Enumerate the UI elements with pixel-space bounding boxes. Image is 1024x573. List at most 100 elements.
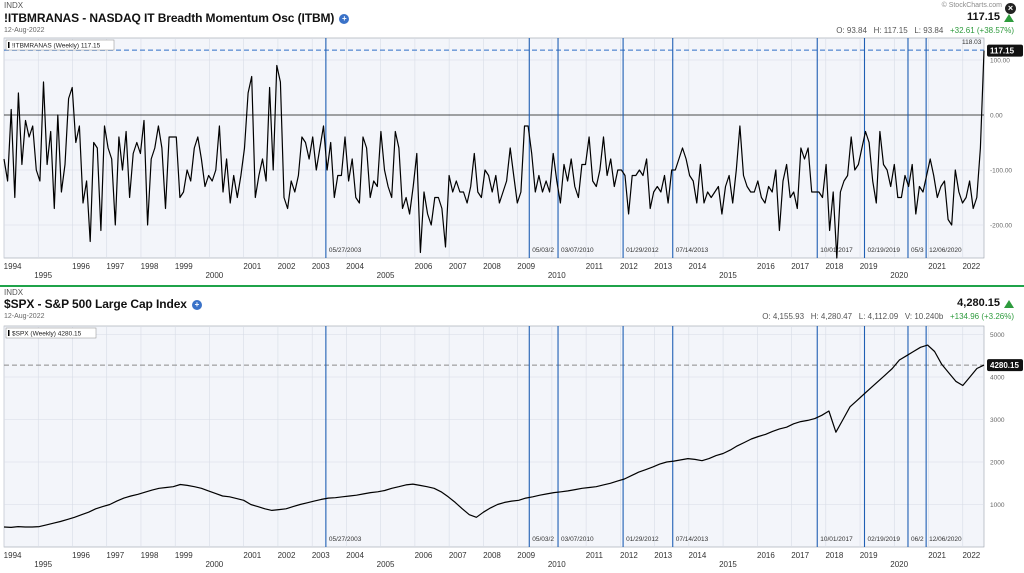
x-tick-label: 2014 bbox=[689, 551, 707, 560]
event-label: 05/27/2003 bbox=[329, 536, 362, 543]
y-tick-label: 0.00 bbox=[990, 113, 1003, 120]
bottom-change: +134.96 (+3.26%) bbox=[949, 312, 1014, 321]
x-tick-label: 1997 bbox=[106, 551, 124, 560]
x-tick-label: 2003 bbox=[312, 551, 330, 560]
bottom-title-text: $SPX - S&P 500 Large Cap Index bbox=[4, 297, 187, 311]
x-tick-label: 2000 bbox=[205, 560, 223, 569]
info-icon[interactable]: + bbox=[191, 300, 202, 310]
y-tick-label: 4000 bbox=[990, 375, 1005, 382]
x-tick-label: 1995 bbox=[34, 271, 52, 280]
x-tick-label: 2019 bbox=[860, 551, 878, 560]
event-label: 07/14/2013 bbox=[676, 247, 709, 254]
itbm-chart: 100.00 0.00 -100.00 -200.00 05/27/2003 05/03/… bbox=[3, 37, 1023, 280]
x-tick-label: 2001 bbox=[243, 262, 261, 271]
event-label: 05/03/2 bbox=[532, 536, 554, 543]
top-low: L: 93.84 bbox=[914, 26, 944, 35]
x-tick-label: 1997 bbox=[106, 262, 124, 271]
y-tick-label: 3000 bbox=[990, 417, 1005, 424]
x-tick-label: 2018 bbox=[825, 262, 843, 271]
x-tick-label: 2008 bbox=[483, 551, 501, 560]
x-tick-label: 2018 bbox=[825, 551, 843, 560]
x-tick-label: 1999 bbox=[175, 551, 193, 560]
panel-divider bbox=[0, 285, 1024, 287]
x-tick-label: 2004 bbox=[346, 551, 364, 560]
x-tick-label: 2006 bbox=[415, 262, 433, 271]
y-tick-label: 1000 bbox=[990, 502, 1005, 509]
last-value-tag bbox=[987, 44, 1023, 57]
event-label: 12/06/2020 bbox=[929, 536, 962, 543]
x-tick-label: 2012 bbox=[620, 262, 638, 271]
top-last-value: 117.15 bbox=[966, 11, 1000, 23]
x-tick-label: 1998 bbox=[141, 262, 159, 271]
x-tick-label: 2021 bbox=[928, 262, 946, 271]
top-change: +32.61 (+38.57%) bbox=[949, 26, 1014, 35]
y-tick-label: -100.00 bbox=[990, 168, 1012, 175]
event-label: 05/27/2003 bbox=[329, 247, 362, 254]
itbm-panel-header: INDX !ITBMRANAS - NASDAQ IT Breadth Mome… bbox=[0, 0, 1024, 36]
x-tick-label: 1994 bbox=[4, 551, 22, 560]
x-tick-label: 2000 bbox=[205, 271, 223, 280]
top-ohlc: O: 93.84 H: 117.15 L: 93.84 +32.61 (+38.… bbox=[836, 26, 1014, 35]
x-tick-label: 2009 bbox=[517, 262, 535, 271]
event-label: 05/03/2 bbox=[532, 247, 554, 254]
y-tick-label: 2000 bbox=[990, 460, 1005, 467]
legend-swatch bbox=[8, 42, 10, 48]
x-tick-label: 2008 bbox=[483, 262, 501, 271]
bottom-last-value: 4,280.15 bbox=[957, 297, 1000, 309]
x-tick-label: 2015 bbox=[719, 560, 737, 569]
event-label: 03/07/2010 bbox=[561, 247, 594, 254]
x-tick-label: 1996 bbox=[72, 551, 90, 560]
last-value-tag-text: 4280.15 bbox=[990, 361, 1019, 370]
bottom-volume: V: 10.240b bbox=[904, 312, 944, 321]
x-tick-label: 2002 bbox=[278, 262, 296, 271]
x-tick-label: 2017 bbox=[791, 262, 809, 271]
close-icon[interactable]: × bbox=[1005, 3, 1016, 14]
legend-text: !ITBMRANAS (Weekly) 117.15 bbox=[12, 43, 101, 50]
x-tick-label: 2012 bbox=[620, 551, 638, 560]
x-tick-label: 2020 bbox=[890, 560, 908, 569]
x-tick-label: 2006 bbox=[415, 551, 433, 560]
x-tick-label: 1998 bbox=[141, 551, 159, 560]
x-tick-label: 2011 bbox=[586, 551, 604, 560]
x-tick-label: 2020 bbox=[890, 271, 908, 280]
legend-swatch bbox=[8, 330, 10, 336]
x-tick-label: 2015 bbox=[719, 271, 737, 280]
x-tick-label: 2019 bbox=[860, 262, 878, 271]
x-tick-label: 1996 bbox=[72, 262, 90, 271]
plot-area bbox=[3, 325, 985, 548]
top-open: O: 93.84 bbox=[836, 26, 867, 35]
up-arrow-icon bbox=[1004, 300, 1014, 308]
x-tick-label: 1999 bbox=[175, 262, 193, 271]
legend-text: $SPX (Weekly) 4280.15 bbox=[12, 331, 82, 338]
top-high: H: 117.15 bbox=[873, 26, 908, 35]
x-tick-label: 2001 bbox=[243, 551, 261, 560]
bottom-exchange: INDX bbox=[4, 288, 24, 297]
bottom-date: 12-Aug-2022 bbox=[4, 313, 45, 320]
x-tick-label: 2011 bbox=[586, 262, 604, 271]
x-tick-label: 1994 bbox=[4, 262, 22, 271]
bottom-high: H: 4,280.47 bbox=[810, 312, 853, 321]
x-tick-label: 2003 bbox=[312, 262, 330, 271]
x-tick-label: 2009 bbox=[517, 551, 535, 560]
x-tick-label: 2007 bbox=[449, 551, 467, 560]
x-tick-label: 1995 bbox=[34, 560, 52, 569]
reference-label: 118.03 bbox=[962, 39, 982, 46]
bottom-ohlc: O: 4,155.93 H: 4,280.47 L: 4,112.09 V: 1… bbox=[762, 312, 1014, 321]
stockcharts-brand: © StockCharts.com bbox=[941, 2, 1002, 9]
bottom-chart-title: $SPX - S&P 500 Large Cap Index + bbox=[4, 297, 202, 311]
event-label: 07/14/2013 bbox=[676, 536, 709, 543]
event-label: 06/2 bbox=[911, 536, 924, 543]
spx-panel-header: INDX $SPX - S&P 500 Large Cap Index + 12-… bbox=[0, 288, 1024, 324]
spx-chart: 5000 4000 3000 2000 1000 05/27/2003 05/03/2 03/… bbox=[3, 325, 1023, 569]
legend-box bbox=[5, 39, 115, 51]
series-line bbox=[3, 344, 985, 528]
x-tick-label: 2004 bbox=[346, 262, 364, 271]
event-label: 01/29/2012 bbox=[626, 247, 659, 254]
y-tick-label: 100.00 bbox=[990, 58, 1010, 65]
event-label: 02/19/2019 bbox=[867, 247, 900, 254]
x-tick-label: 2013 bbox=[654, 551, 672, 560]
event-label: 02/19/2019 bbox=[867, 536, 900, 543]
info-icon[interactable]: + bbox=[339, 14, 350, 24]
x-tick-label: 2014 bbox=[689, 262, 707, 271]
legend-box bbox=[5, 327, 97, 339]
